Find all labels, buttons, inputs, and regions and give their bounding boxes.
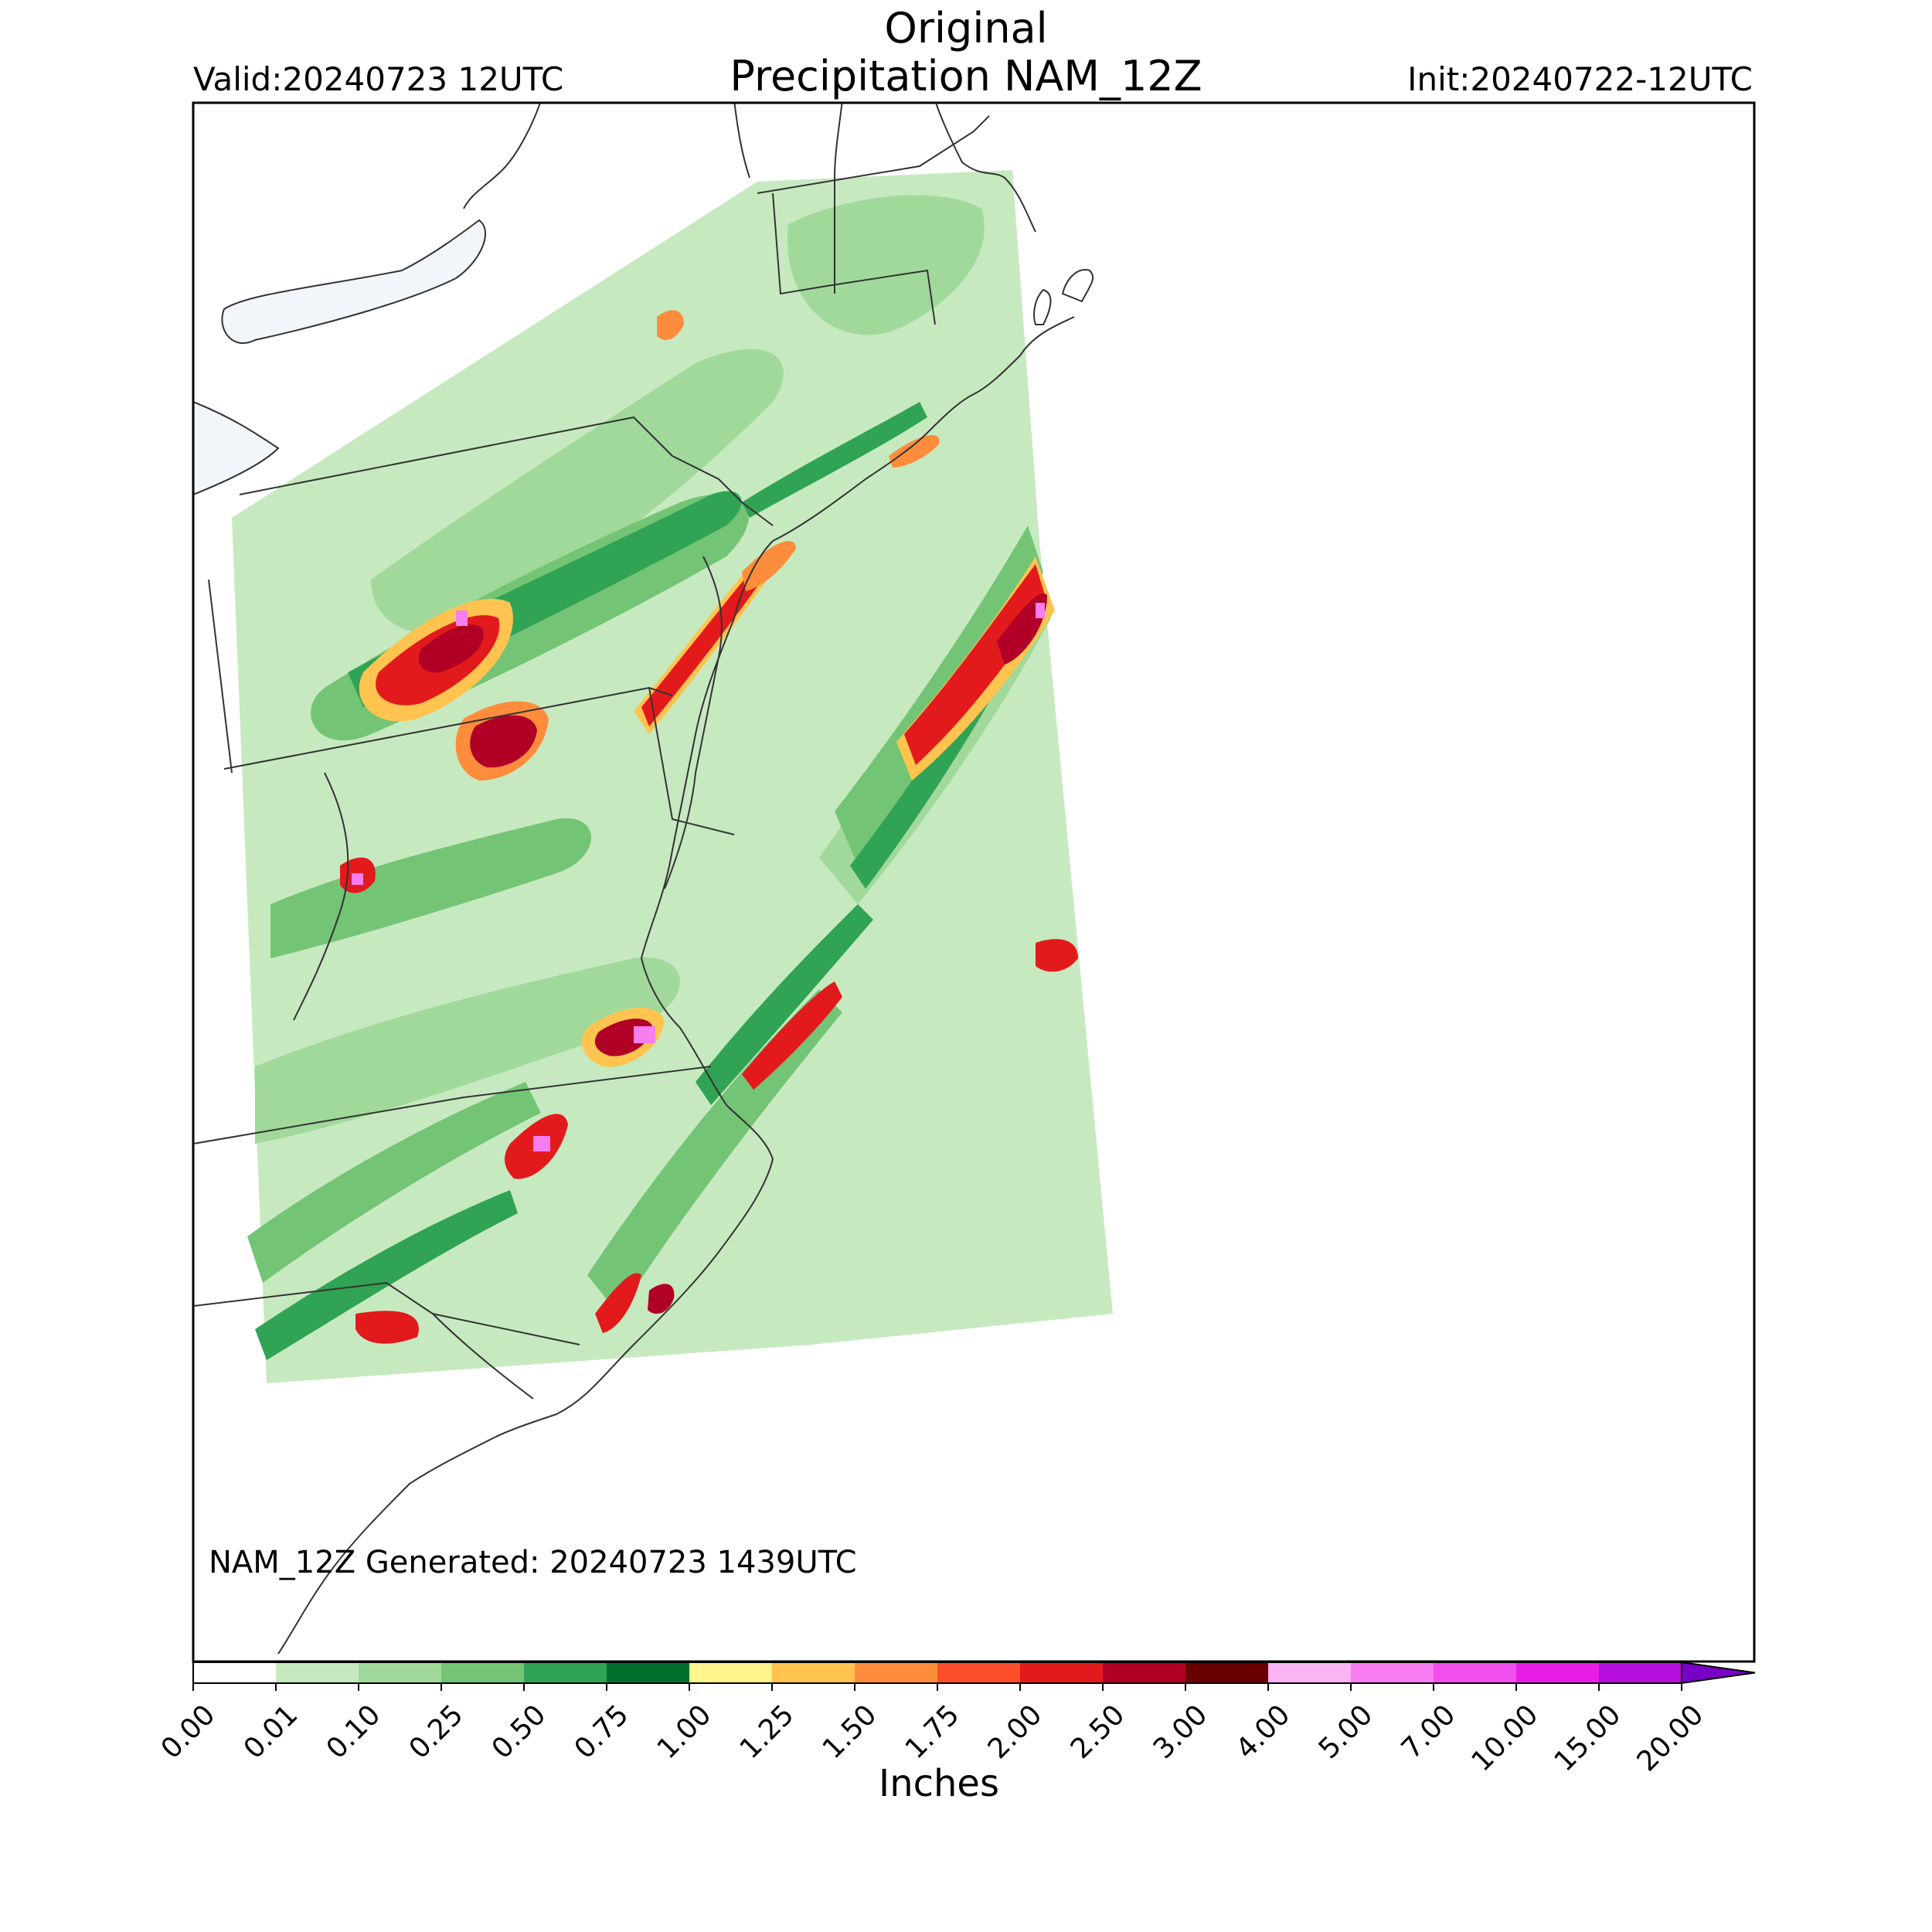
valid-time-label: Valid:20240723 12UTC bbox=[193, 60, 564, 98]
colorbar-tick-label: 0.50 bbox=[486, 1699, 553, 1765]
colorbar-segment bbox=[276, 1662, 359, 1683]
colorbar-segment bbox=[359, 1662, 441, 1683]
colorbar-tick-label: 1.50 bbox=[817, 1699, 883, 1765]
colorbar-segment bbox=[607, 1662, 689, 1683]
colorbar-tick-label: 0.00 bbox=[155, 1699, 222, 1765]
colorbar-tick-label: 0.10 bbox=[321, 1699, 387, 1765]
colorbar-tick-label: 2.50 bbox=[1065, 1699, 1131, 1765]
colorbar-tick-label: 0.25 bbox=[403, 1699, 470, 1765]
colorbar-tick-label: 1.00 bbox=[651, 1699, 718, 1765]
colorbar-tick-label: 1.25 bbox=[734, 1699, 801, 1765]
colorbar-tick-label: 5.00 bbox=[1313, 1699, 1379, 1765]
colorbar-segment bbox=[441, 1662, 524, 1683]
colorbar-extend-arrow bbox=[1681, 1661, 1756, 1685]
colorbar-tick-label: 0.01 bbox=[238, 1699, 304, 1765]
colorbar-tick-label: 4.00 bbox=[1230, 1699, 1297, 1765]
colorbar-segment bbox=[772, 1662, 855, 1683]
colorbar-segment bbox=[1434, 1662, 1516, 1683]
colorbar-tick-label: 7.00 bbox=[1396, 1699, 1462, 1765]
colorbar-segment bbox=[855, 1662, 937, 1683]
state-borders bbox=[193, 115, 990, 1400]
map-title-line1: Original bbox=[884, 4, 1048, 53]
generated-timestamp: NAM_12Z Generated: 20240723 1439UTC bbox=[209, 1545, 857, 1580]
colorbar-segment bbox=[1185, 1662, 1268, 1683]
colorbar-segment bbox=[1020, 1662, 1103, 1683]
colorbar-segment bbox=[1268, 1662, 1351, 1683]
colorbar-tick-label: 0.75 bbox=[569, 1699, 635, 1765]
coastlines bbox=[277, 103, 1094, 1655]
colorbar-segment bbox=[937, 1662, 1020, 1683]
lake-ontario bbox=[221, 219, 487, 344]
colorbar-segment bbox=[1599, 1662, 1682, 1683]
map-area: NAM_12Z Generated: 20240723 1439UTC bbox=[193, 103, 1113, 1655]
colorbar: 0.00 0.01 0.10 0.25 0.50 0.75 1.00 1.25 1.50 1.75… bbox=[155, 1661, 1756, 1777]
colorbar-tick-label: 2.00 bbox=[982, 1699, 1049, 1765]
colorbar-segment bbox=[524, 1662, 607, 1683]
colorbar-segment bbox=[1516, 1662, 1599, 1683]
colorbar-tick-label: 1.75 bbox=[900, 1699, 966, 1765]
colorbar-segment bbox=[1351, 1662, 1434, 1683]
map-title-line2: Precipitation NAM_12Z bbox=[730, 52, 1202, 100]
colorbar-unit-label: Inches bbox=[879, 1762, 999, 1805]
colorbar-segment bbox=[1103, 1662, 1185, 1683]
colorbar-segment bbox=[689, 1662, 772, 1683]
lake-erie bbox=[193, 400, 280, 496]
precip-intense-cores bbox=[340, 310, 1078, 1344]
colorbar-segment bbox=[193, 1662, 276, 1683]
colorbar-tick-label: 3.00 bbox=[1148, 1699, 1214, 1765]
init-time-label: Init:20240722-12UTC bbox=[1407, 60, 1753, 98]
